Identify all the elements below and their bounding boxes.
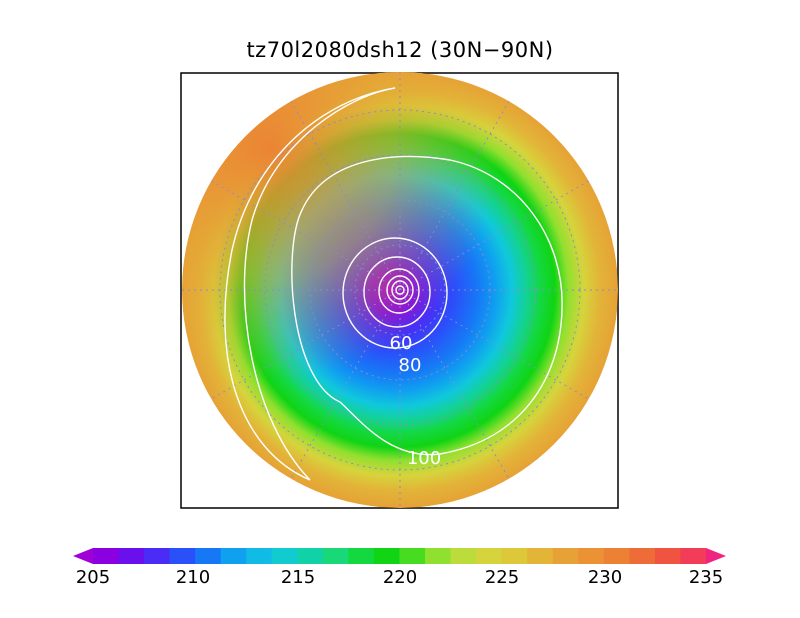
colorbar-swatch (450, 548, 477, 564)
colorbar-label-230: 230 (587, 567, 623, 588)
colorbar-swatch (118, 548, 145, 564)
colorbar-swatch (169, 548, 196, 564)
colorbar-swatch (246, 548, 273, 564)
colorbar-swatch (527, 548, 554, 564)
contour-label-80: 80 (399, 355, 422, 376)
colorbar-swatch (271, 548, 298, 564)
colorbar-label-205: 205 (75, 567, 111, 588)
colorbar-swatch (195, 548, 222, 564)
colorbar-label-220: 220 (382, 567, 418, 588)
latitude-circle (264, 154, 536, 426)
contour-labels: 60 80 100 (390, 333, 442, 469)
colorbar-swatch (144, 548, 171, 564)
colorbar-swatch (373, 548, 400, 564)
colorbar-swatch (348, 548, 375, 564)
meridian-line (210, 180, 590, 400)
colorbar-swatch (629, 548, 656, 564)
contour-lines (224, 87, 563, 481)
contour-label-100: 100 (407, 448, 441, 469)
colorbar-right-cap (706, 548, 726, 564)
colorbar-swatch (680, 548, 707, 564)
colorbar-swatch (476, 548, 503, 564)
colorbar-swatch (603, 548, 630, 564)
colorbar (73, 548, 726, 564)
colorbar-swatch (425, 548, 452, 564)
colorbar-swatch (654, 548, 681, 564)
colorbar-swatch (297, 548, 324, 564)
colorbar-swatch (322, 548, 349, 564)
lat-lon-gridlines (182, 72, 618, 508)
colorbar-swatch (93, 548, 120, 564)
colorbar-swatch (220, 548, 247, 564)
plot-title: tz70l2080dsh12 (30N−90N) (246, 38, 554, 62)
colorbar-label-215: 215 (280, 567, 316, 588)
latitude-circle (354, 244, 446, 336)
colorbar-label-225: 225 (484, 567, 520, 588)
colorbar-left-cap (73, 548, 93, 564)
colorbar-swatch (399, 548, 426, 564)
colorbar-swatch (501, 548, 528, 564)
colorbar-label-210: 210 (175, 567, 211, 588)
colorbar-label-235: 235 (688, 567, 724, 588)
colorbar-swatch (552, 548, 579, 564)
contour-label-60: 60 (390, 333, 413, 354)
colorbar-swatch (578, 548, 605, 564)
